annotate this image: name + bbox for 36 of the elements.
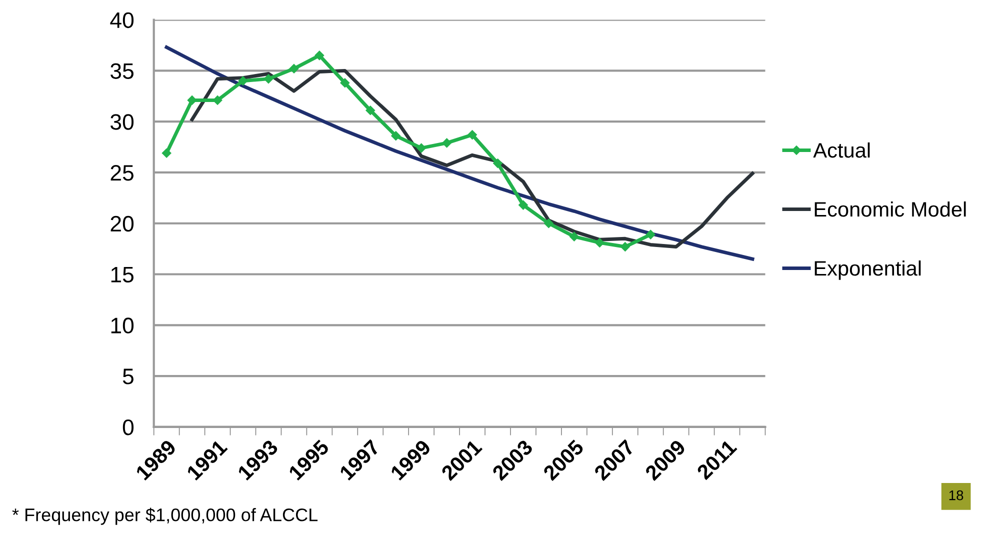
point: [366, 106, 376, 116]
y-tick-label: 10: [111, 318, 134, 334]
point: [518, 200, 528, 210]
line-series: [190, 68, 754, 249]
y-tick-label: 0: [122, 419, 134, 436]
legend-label: Economic Model: [814, 201, 966, 217]
point: [620, 242, 630, 252]
legend-label: Actual: [813, 142, 870, 158]
point: [595, 238, 604, 248]
point: [264, 74, 274, 84]
y-tick-label: 20: [110, 216, 134, 232]
point: [570, 232, 579, 242]
y-tick-label: 15: [111, 267, 134, 283]
point: [187, 96, 197, 105]
point: [340, 78, 350, 88]
point: [162, 148, 172, 158]
point: [314, 50, 324, 60]
y-tick-label: 5: [122, 368, 134, 384]
y-tick-label: 40: [110, 12, 134, 28]
y-tick-label: 35: [110, 63, 134, 79]
point: [646, 230, 656, 240]
line-series: [164, 46, 754, 261]
text: * Frequency per $1,000,000 of ALCCL: [12, 508, 318, 525]
text: 18: [949, 490, 964, 500]
point: [212, 96, 222, 105]
point: [544, 218, 554, 228]
point: [468, 130, 477, 140]
point: [391, 131, 400, 140]
point: [238, 76, 248, 86]
legend-label: Exponential: [814, 260, 921, 280]
y-tick-label: 30: [110, 114, 134, 130]
point: [289, 64, 299, 74]
point: [442, 138, 452, 148]
y-tick-label: 25: [110, 165, 134, 181]
point: [493, 158, 502, 168]
point: [416, 143, 426, 153]
